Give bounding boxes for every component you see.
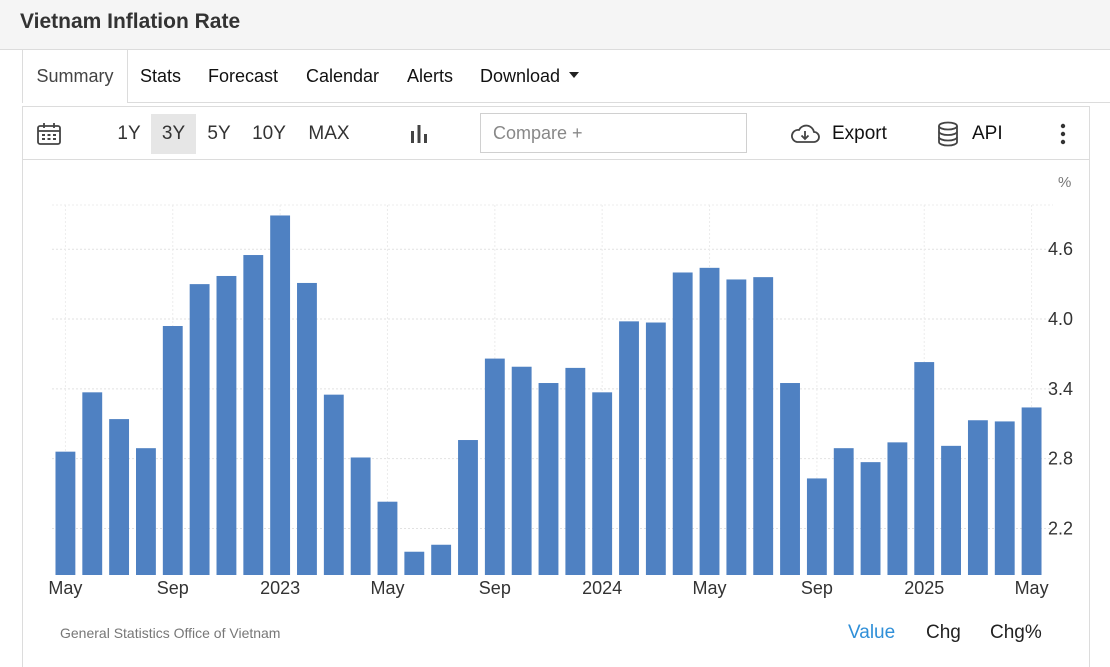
y-tick-label: 4.0 bbox=[1048, 309, 1073, 329]
bar bbox=[672, 272, 693, 575]
x-tick-label: Sep bbox=[801, 578, 833, 598]
tab-download[interactable]: Download bbox=[480, 50, 580, 102]
bar bbox=[216, 275, 237, 575]
y-tick-label: 2.8 bbox=[1048, 449, 1073, 469]
tab-stats[interactable]: Stats bbox=[140, 66, 182, 86]
y-tick-label: 2.2 bbox=[1048, 518, 1073, 538]
bar bbox=[189, 284, 210, 575]
tab-summary[interactable]: Summary bbox=[22, 50, 128, 103]
bar bbox=[82, 392, 103, 575]
bar bbox=[860, 462, 881, 575]
tab-alerts[interactable]: Alerts bbox=[407, 66, 454, 86]
bar bbox=[350, 457, 371, 575]
export-label: Export bbox=[832, 123, 887, 144]
bar bbox=[404, 551, 425, 575]
chg-percent-toggle[interactable]: Chg% bbox=[990, 622, 1042, 643]
bar bbox=[538, 383, 559, 575]
bar bbox=[162, 326, 183, 575]
x-tick-label: May bbox=[370, 578, 404, 598]
title-bar: Vietnam Inflation Rate bbox=[0, 0, 1110, 50]
x-tick-label: May bbox=[1015, 578, 1049, 598]
unit-label: % bbox=[1058, 174, 1071, 191]
x-tick-label: May bbox=[48, 578, 82, 598]
tab-forecast[interactable]: Forecast bbox=[208, 66, 279, 86]
more-vertical-icon[interactable] bbox=[1053, 114, 1073, 154]
bar bbox=[136, 448, 156, 575]
range-max-button[interactable]: MAX bbox=[308, 123, 350, 144]
bar bbox=[484, 358, 505, 575]
bar bbox=[431, 544, 452, 575]
x-tick-label: 2025 bbox=[904, 578, 944, 598]
tab-download-label: Download bbox=[480, 66, 561, 86]
bar bbox=[645, 322, 666, 575]
bar bbox=[511, 366, 532, 575]
chevron-down-icon bbox=[569, 72, 580, 79]
bar bbox=[458, 440, 478, 575]
chg-toggle[interactable]: Chg bbox=[926, 622, 961, 643]
y-tick-label: 3.4 bbox=[1048, 379, 1073, 399]
bar bbox=[941, 445, 961, 575]
bar bbox=[780, 383, 800, 575]
bar bbox=[967, 420, 988, 575]
bar bbox=[753, 277, 774, 575]
range-1y-button[interactable]: 1Y bbox=[117, 123, 141, 144]
range-10y-button[interactable]: 10Y bbox=[252, 123, 286, 144]
range-5y-button[interactable]: 5Y bbox=[207, 123, 231, 144]
api-label: API bbox=[972, 123, 1003, 144]
bar bbox=[592, 392, 613, 575]
bar bbox=[323, 394, 344, 575]
database-icon bbox=[938, 121, 958, 147]
x-tick-label: Sep bbox=[157, 578, 189, 598]
y-tick-label: 4.6 bbox=[1048, 239, 1073, 259]
bar-chart-icon[interactable] bbox=[404, 114, 434, 154]
tab-bar: Summary Stats Forecast Calendar Alerts D… bbox=[22, 50, 1110, 103]
api-button[interactable]: API bbox=[936, 114, 1008, 154]
x-tick-label: Sep bbox=[479, 578, 511, 598]
bar bbox=[377, 501, 398, 575]
page-title: Vietnam Inflation Rate bbox=[20, 10, 241, 33]
x-tick-label: 2023 bbox=[260, 578, 300, 598]
bar bbox=[887, 442, 908, 575]
bar bbox=[699, 267, 720, 575]
bar bbox=[726, 279, 747, 575]
bar bbox=[806, 478, 827, 575]
bar bbox=[1021, 407, 1042, 575]
bar bbox=[109, 419, 130, 575]
cloud-download-icon bbox=[791, 124, 820, 143]
bar bbox=[55, 451, 76, 575]
export-button[interactable]: Export bbox=[789, 114, 891, 154]
bar bbox=[297, 282, 317, 575]
tab-calendar[interactable]: Calendar bbox=[306, 66, 380, 86]
range-3y-button[interactable]: 3Y bbox=[151, 114, 196, 154]
bar bbox=[619, 321, 639, 575]
compare-input[interactable] bbox=[480, 113, 747, 153]
x-tick-label: May bbox=[693, 578, 727, 598]
bar bbox=[243, 255, 264, 576]
bar bbox=[270, 215, 291, 576]
bar bbox=[833, 448, 854, 575]
x-tick-label: 2024 bbox=[582, 578, 622, 598]
source-label: General Statistics Office of Vietnam bbox=[60, 625, 281, 641]
chart-toolbar: 1Y 3Y 5Y 10Y MAX Export API bbox=[22, 106, 1090, 160]
calendar-icon[interactable] bbox=[33, 114, 65, 154]
bar bbox=[914, 362, 935, 575]
bar bbox=[565, 367, 586, 575]
value-toggle[interactable]: Value bbox=[848, 622, 896, 643]
bar bbox=[994, 421, 1015, 575]
